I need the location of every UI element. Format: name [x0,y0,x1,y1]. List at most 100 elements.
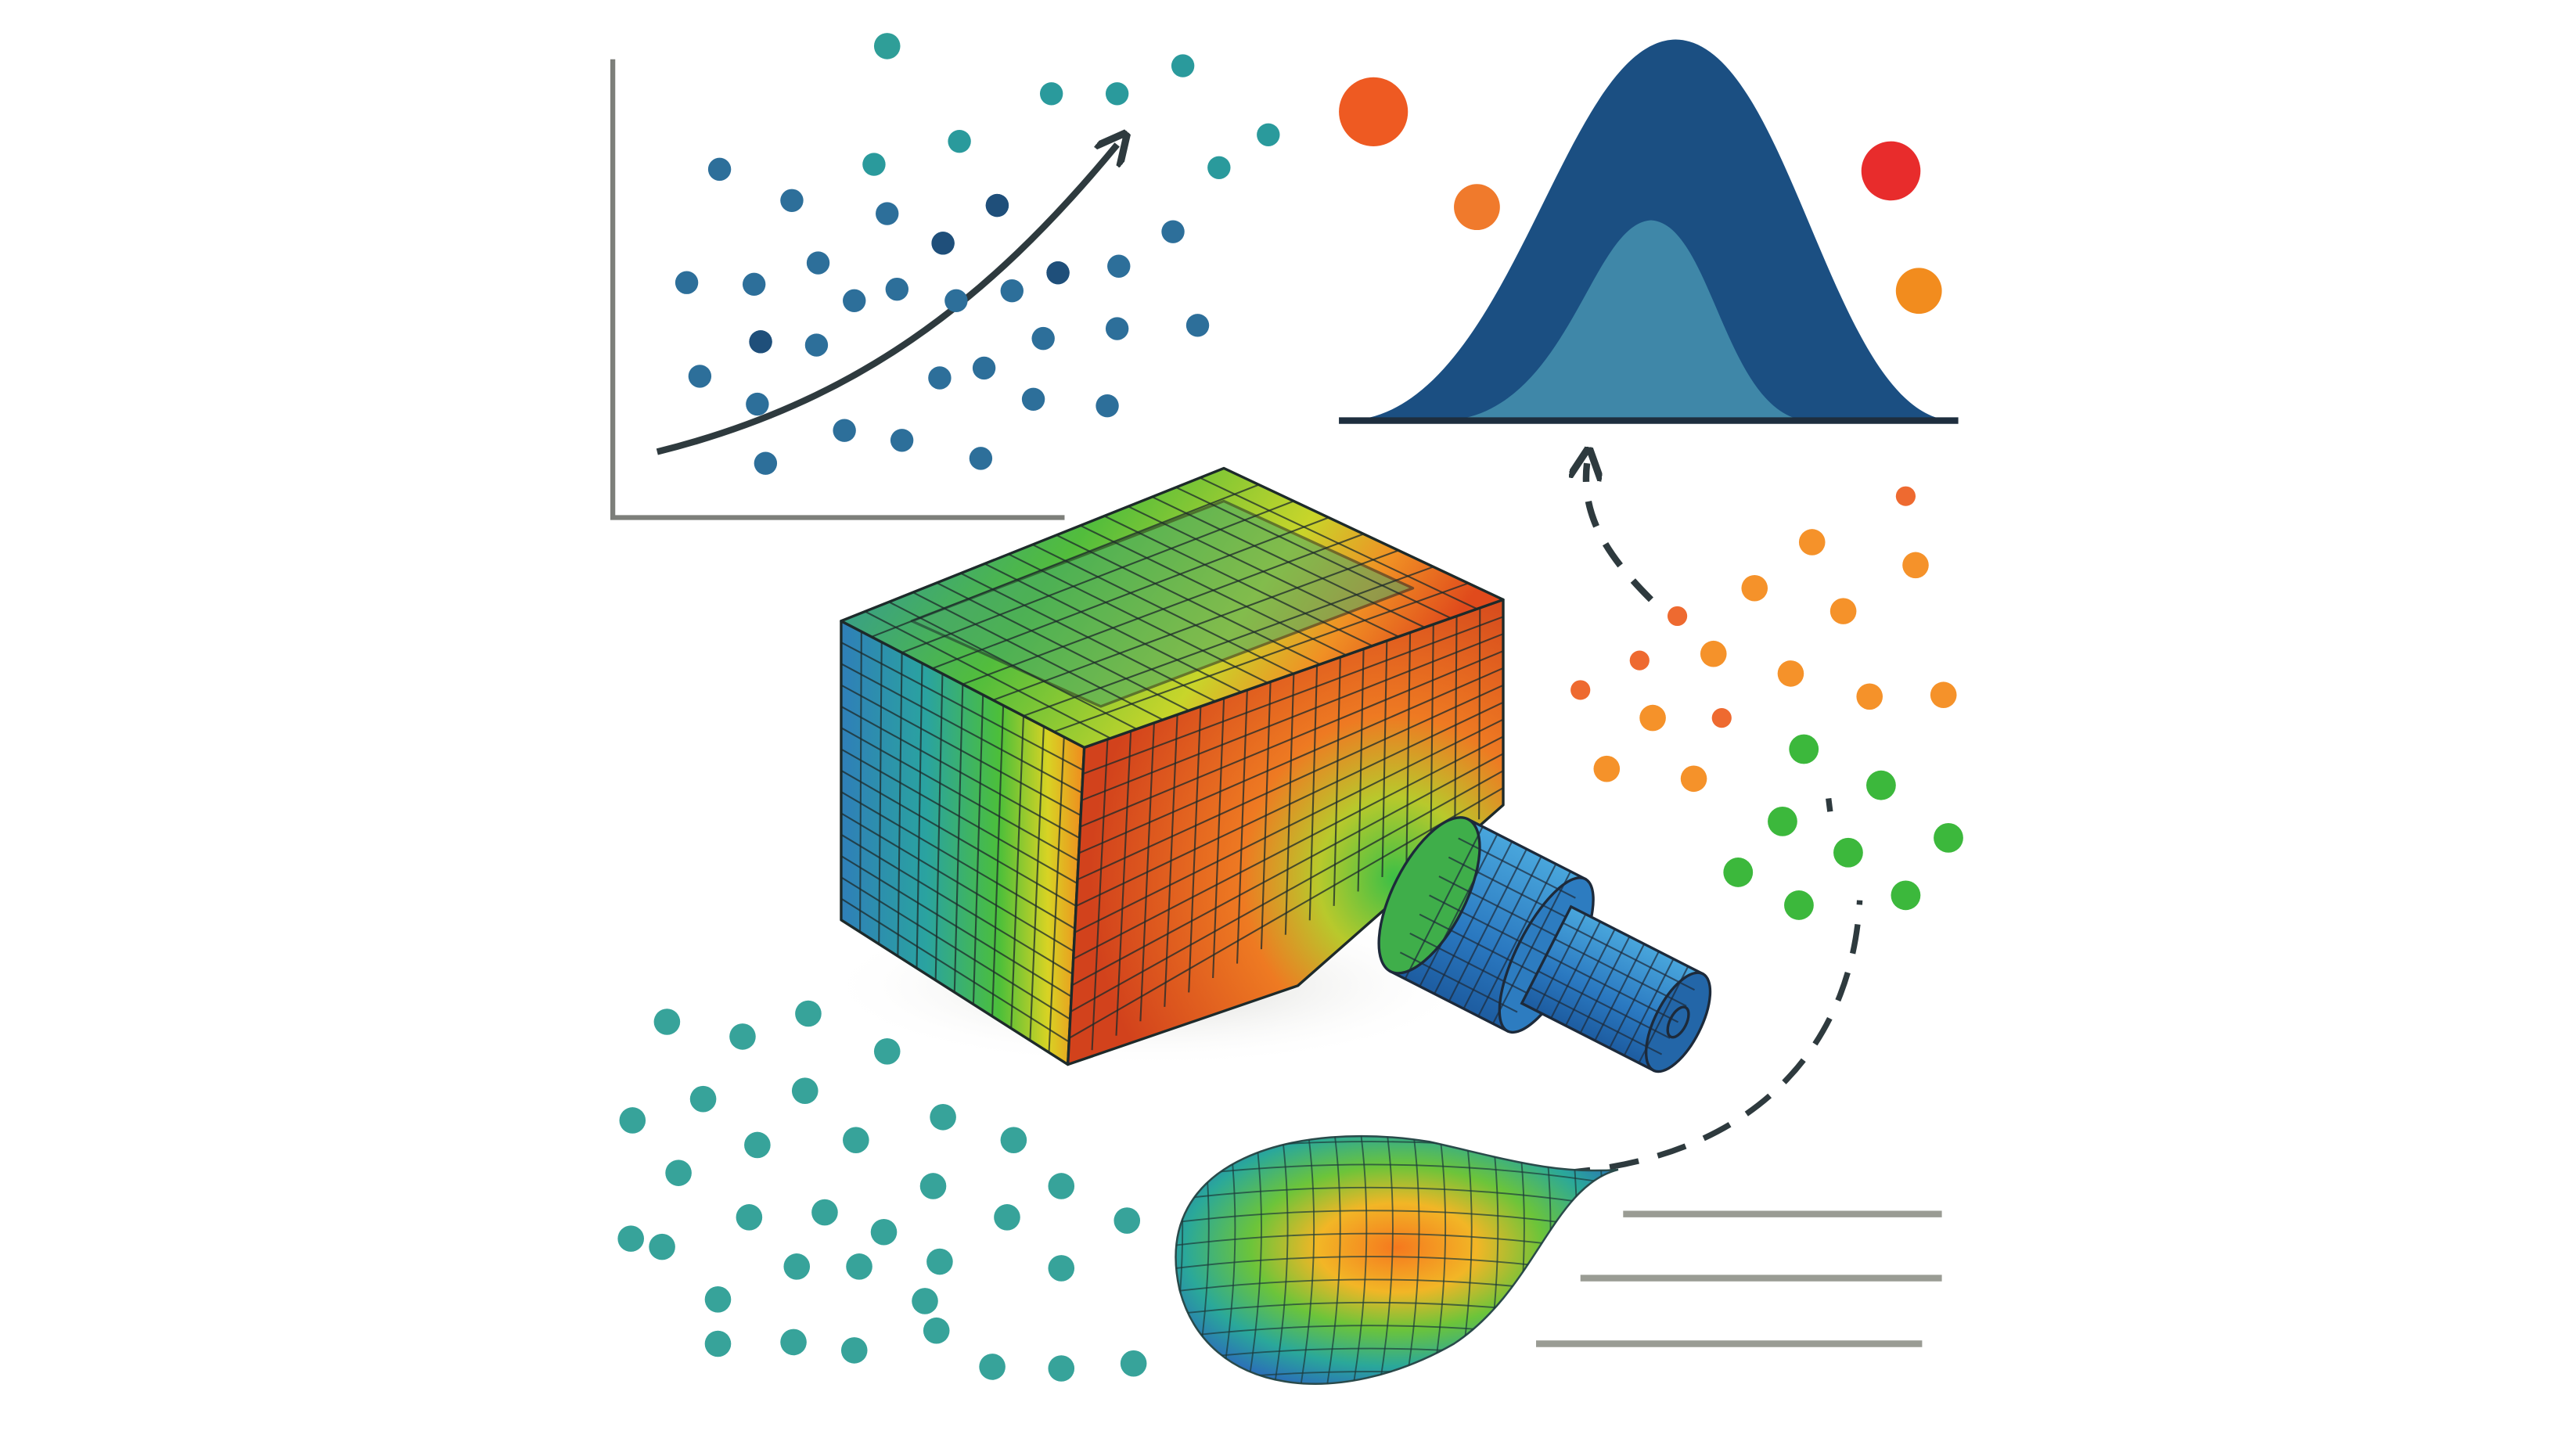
mesh-line [1531,1136,1552,1384]
mesh-line [840,791,1076,929]
mesh-line [1081,633,1504,801]
dot [928,366,952,390]
dot [1895,268,1942,315]
dot [1861,141,1921,201]
mesh-line [1295,1136,1315,1384]
cylinder-mesh [1399,826,1696,1064]
mesh-line [1023,566,1434,717]
mesh-line [901,500,1294,654]
mesh-line [1077,684,1504,881]
dot [843,289,866,313]
mesh-line [1529,986,1663,1055]
dot [843,1127,869,1153]
mesh-line [840,748,1078,884]
dot [1161,220,1185,243]
mesh-line [840,769,1077,907]
mesh-line [1585,1136,1604,1384]
dot [870,1218,898,1246]
mesh-line [1538,970,1671,1039]
dot [923,1317,950,1344]
dot [746,392,769,416]
text-lines [1536,1210,1942,1347]
mesh-line [962,533,1364,685]
mesh-line [1175,1371,1618,1384]
mesh-line [1399,951,1518,1013]
dot [1798,529,1826,556]
mesh-line [932,516,1329,670]
dot [833,419,856,442]
dot [846,1253,872,1280]
dot [1891,880,1921,911]
dot [1454,184,1500,231]
dot [1768,806,1797,836]
dot [969,447,993,470]
dot [1784,890,1814,920]
dot [1105,317,1129,340]
dot [985,193,1009,218]
mesh-line [1070,770,1504,1012]
dot [1700,640,1727,667]
dot [1680,765,1707,793]
dot [979,1354,1006,1380]
dot [1902,552,1929,579]
mesh-line [1080,650,1504,828]
dot [1829,598,1857,624]
dot [873,33,901,59]
mesh-line [1150,1394,1627,1415]
dot [1741,574,1768,602]
trend-arrow [656,145,1117,455]
dot [744,1131,771,1159]
dot [1570,680,1591,700]
dot [1048,1255,1075,1282]
dot [754,451,778,475]
dot [1107,254,1131,278]
mesh-line [840,642,1084,771]
dot [930,1103,956,1131]
mesh-line [840,876,1071,1020]
dot [653,1009,681,1035]
mesh-line [1078,667,1504,854]
dot [795,1000,822,1027]
mesh-line [1545,954,1679,1023]
dot [1930,681,1957,709]
dot [1789,734,1819,764]
mesh-line [1073,735,1504,960]
dot [1856,683,1883,710]
dot [1339,77,1409,146]
mesh-line [1074,718,1504,933]
mesh-line [1175,1186,1618,1210]
mesh-line [840,705,1081,840]
mesh-line [1053,582,1469,733]
dot [1207,156,1231,179]
dot [1114,1207,1141,1234]
leaf-surface [1175,1134,1619,1385]
dot [1895,486,1916,506]
dot [1629,650,1650,671]
dot [944,289,968,313]
dot [1711,708,1732,728]
dot [919,1173,947,1199]
mesh-line [1419,913,1538,975]
dot [649,1233,675,1260]
mesh-line [840,855,1072,998]
mesh-line [840,897,1070,1043]
dot [1934,822,1963,853]
dot [1593,755,1621,782]
mesh-line [840,833,1074,975]
dot [926,1248,953,1275]
mesh-line [1243,1136,1262,1384]
dot [665,1160,692,1186]
mesh-line [992,549,1399,701]
mesh-line [840,727,1079,862]
mesh-line [1268,1136,1289,1384]
plot-axis [610,59,1065,520]
dashed-arrow [1586,463,1653,602]
mesh-line [1562,922,1696,991]
dashed-link [1560,798,1863,1176]
dot [780,189,804,212]
dot [1723,858,1754,887]
dot [890,429,914,452]
dot [1096,394,1119,418]
dot [791,1077,818,1104]
